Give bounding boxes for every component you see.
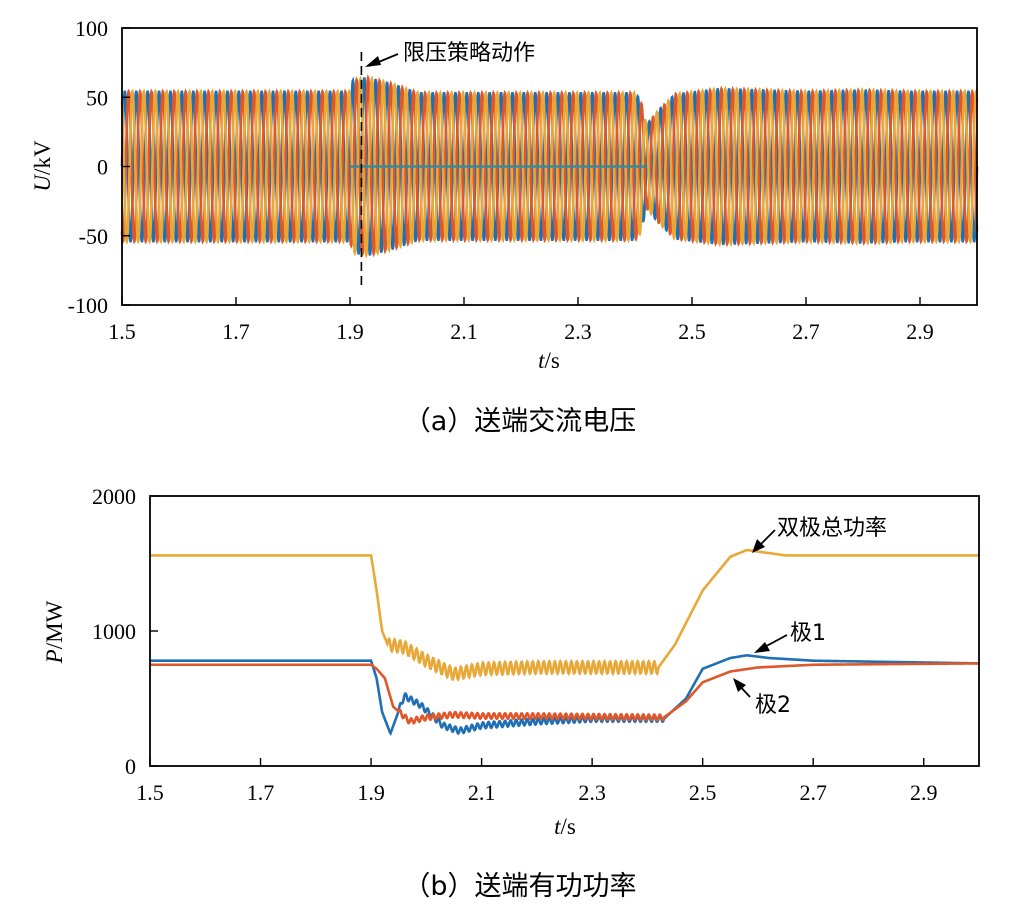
power-y-ticks: 2000 1000 0 xyxy=(92,484,158,779)
power-series-group xyxy=(150,548,980,736)
power-y-axis-label: P/MW xyxy=(42,600,67,664)
power-x-axis-label: t/s xyxy=(554,814,576,839)
power-x-tick-label: 1.9 xyxy=(357,780,385,805)
voltage-x-axis-unit: /s xyxy=(545,348,560,373)
power-x-tick-label: 1.5 xyxy=(136,780,164,805)
power-x-tick-label: 2.7 xyxy=(799,780,827,805)
pole2-arrowhead xyxy=(733,678,746,692)
voltage-x-tick-label: 2.5 xyxy=(678,319,706,344)
voltage-y-axis-unit: /kV xyxy=(30,140,55,175)
voltage-phase-c-line xyxy=(120,75,979,259)
voltage-x-tick-label: 1.5 xyxy=(108,319,136,344)
voltage-plot-area xyxy=(120,52,979,288)
power-x-tick-label: 2.1 xyxy=(468,780,496,805)
voltage-x-tick-label: 2.7 xyxy=(792,319,820,344)
total-power-arrowhead xyxy=(752,539,765,553)
power-y-tick-label: 0 xyxy=(125,754,136,779)
power-x-axis-unit: /s xyxy=(561,814,576,839)
power-y-tick-label: 2000 xyxy=(92,484,136,509)
power-x-tick-label: 2.9 xyxy=(910,780,938,805)
pole2-label: 极2 xyxy=(755,693,791,718)
pole1-label: 极1 xyxy=(790,621,826,646)
voltage-y-tick-label: -50 xyxy=(79,224,108,249)
voltage-caption: （a）送端交流电压 xyxy=(404,406,637,437)
voltage-phase-b-line xyxy=(120,74,979,258)
voltage-chart: 1.5 1.7 1.9 2.1 2.3 2.5 2.7 2.9 100 50 0 -50 -100 U… xyxy=(30,16,979,437)
pole2-annotation: 极2 xyxy=(733,678,791,718)
total-power-annotation: 双极总功率 xyxy=(752,516,887,553)
pole1-power-line xyxy=(150,653,980,736)
pole1-arrowhead xyxy=(754,642,770,653)
voltage-y-axis-symbol: U xyxy=(30,174,55,192)
strategy-action-label: 限压策略动作 xyxy=(403,41,535,66)
power-x-ticks: 1.5 1.7 1.9 2.1 2.3 2.5 2.7 2.9 xyxy=(136,758,937,805)
power-y-tick-label: 1000 xyxy=(92,619,136,644)
voltage-y-tick-label: 100 xyxy=(75,16,108,41)
voltage-y-axis-label: U/kV xyxy=(30,140,55,192)
power-caption: （b）送端有功功率 xyxy=(403,871,636,902)
total-power-label: 双极总功率 xyxy=(777,516,887,541)
voltage-y-tick-label: 50 xyxy=(86,85,108,110)
voltage-x-axis-symbol: t xyxy=(538,348,545,373)
strategy-action-annotation: 限压策略动作 xyxy=(365,41,535,67)
voltage-x-tick-label: 2.3 xyxy=(564,319,592,344)
power-x-tick-label: 2.3 xyxy=(578,780,606,805)
power-y-axis-unit: /MW xyxy=(42,600,67,649)
power-x-tick-label: 1.7 xyxy=(247,780,275,805)
power-y-axis-symbol: P xyxy=(42,649,67,664)
power-x-tick-label: 2.5 xyxy=(689,780,717,805)
voltage-x-tick-label: 2.1 xyxy=(450,319,478,344)
voltage-x-ticks: 1.5 1.7 1.9 2.1 2.3 2.5 2.7 2.9 xyxy=(108,297,934,344)
power-x-axis-symbol: t xyxy=(554,814,561,839)
voltage-y-tick-label: 0 xyxy=(97,155,108,180)
voltage-y-ticks: 100 50 0 -50 -100 xyxy=(68,16,130,318)
pole2-power-line xyxy=(150,662,979,725)
voltage-x-tick-label: 1.7 xyxy=(222,319,250,344)
voltage-y-tick-label: -100 xyxy=(68,293,108,318)
pole1-annotation: 极1 xyxy=(754,621,826,653)
voltage-x-tick-label: 1.9 xyxy=(336,319,364,344)
voltage-x-axis-label: t/s xyxy=(538,348,560,373)
total-power-line xyxy=(150,548,979,682)
voltage-x-tick-label: 2.9 xyxy=(906,319,934,344)
strategy-action-arrowhead xyxy=(365,56,381,67)
